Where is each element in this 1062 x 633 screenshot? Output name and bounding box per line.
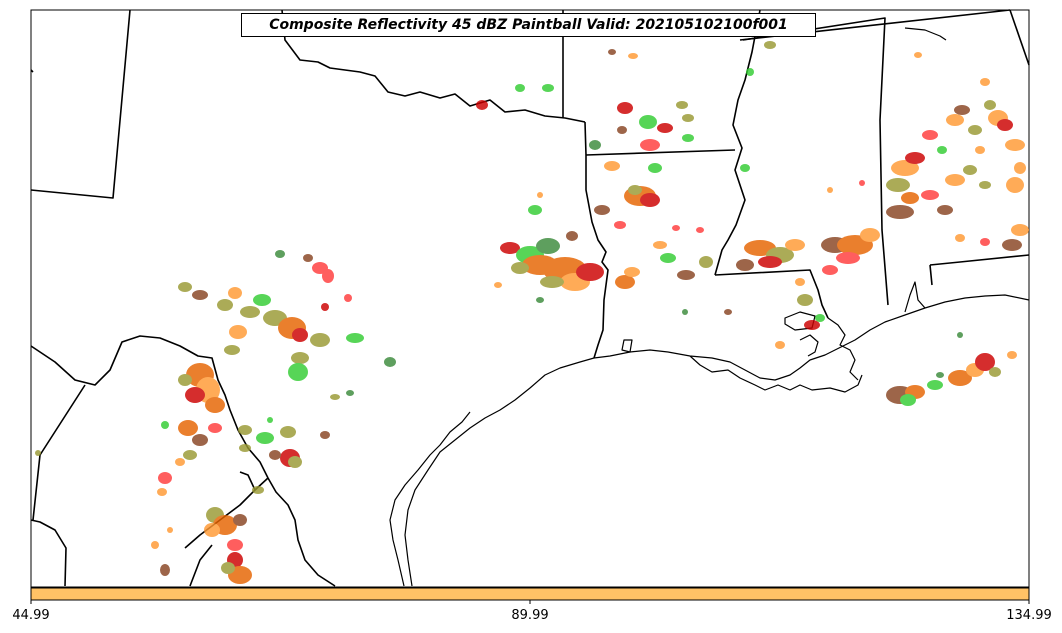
alabama-georgia-cells: [886, 52, 1029, 251]
mexico-border-cells: [151, 507, 252, 584]
coastline: [389, 27, 1030, 587]
al-ga-border: [1009, 9, 1030, 66]
map-frame: [30, 9, 1030, 588]
ar-la-border: [585, 149, 736, 156]
gulf-coastline: [593, 294, 1030, 381]
sabine-lake: [621, 339, 633, 353]
gulf-offshore-cells: [886, 351, 1017, 406]
red-river-border: [281, 9, 586, 123]
tx-mexico-border-west: [30, 519, 67, 587]
colorbar: [30, 587, 1030, 601]
ms-al-border: [742, 17, 889, 306]
stray-cells: [35, 49, 963, 456]
east-texas-cells: [494, 205, 640, 303]
mobile-bay: [904, 281, 926, 313]
fl-panhandle-border: [929, 264, 933, 286]
big-bend-cells: [157, 363, 330, 496]
mississippi-cells: [736, 41, 880, 349]
delta-detail-2: [799, 334, 819, 357]
west-texas-cells: [178, 250, 396, 381]
state-border-nm-co: [30, 9, 131, 199]
colorbar-tick-label-max: 134.99: [1006, 608, 1052, 623]
state-border-left-edge: [30, 69, 34, 73]
delta-detail: [827, 317, 859, 381]
colorbar-tick-label-mid: 89.99: [511, 608, 549, 623]
north-louisiana-cells: [594, 185, 713, 280]
mexico-internal-border-2: [239, 471, 256, 491]
colorbar-tick-label-min: 44.99: [12, 608, 50, 623]
texas-barrier-islands: [389, 411, 471, 587]
la-coast-detail: [689, 355, 863, 393]
al-fl-border: [929, 254, 1030, 266]
map-boundaries: [30, 9, 1030, 587]
reflectivity-paintballs: [35, 41, 1029, 584]
arkansas-cells: [476, 53, 694, 173]
lake-mid: [904, 27, 947, 41]
mexico-border-south: [189, 544, 213, 587]
tx-nm-border: [30, 335, 336, 587]
sabine-river-border: [584, 121, 609, 359]
la-ms-border: [714, 269, 829, 319]
texas-coast: [404, 357, 595, 587]
mississippi-river-border: [714, 9, 761, 276]
map-title: Composite Reflectivity 45 dBZ Paintball …: [241, 13, 816, 37]
